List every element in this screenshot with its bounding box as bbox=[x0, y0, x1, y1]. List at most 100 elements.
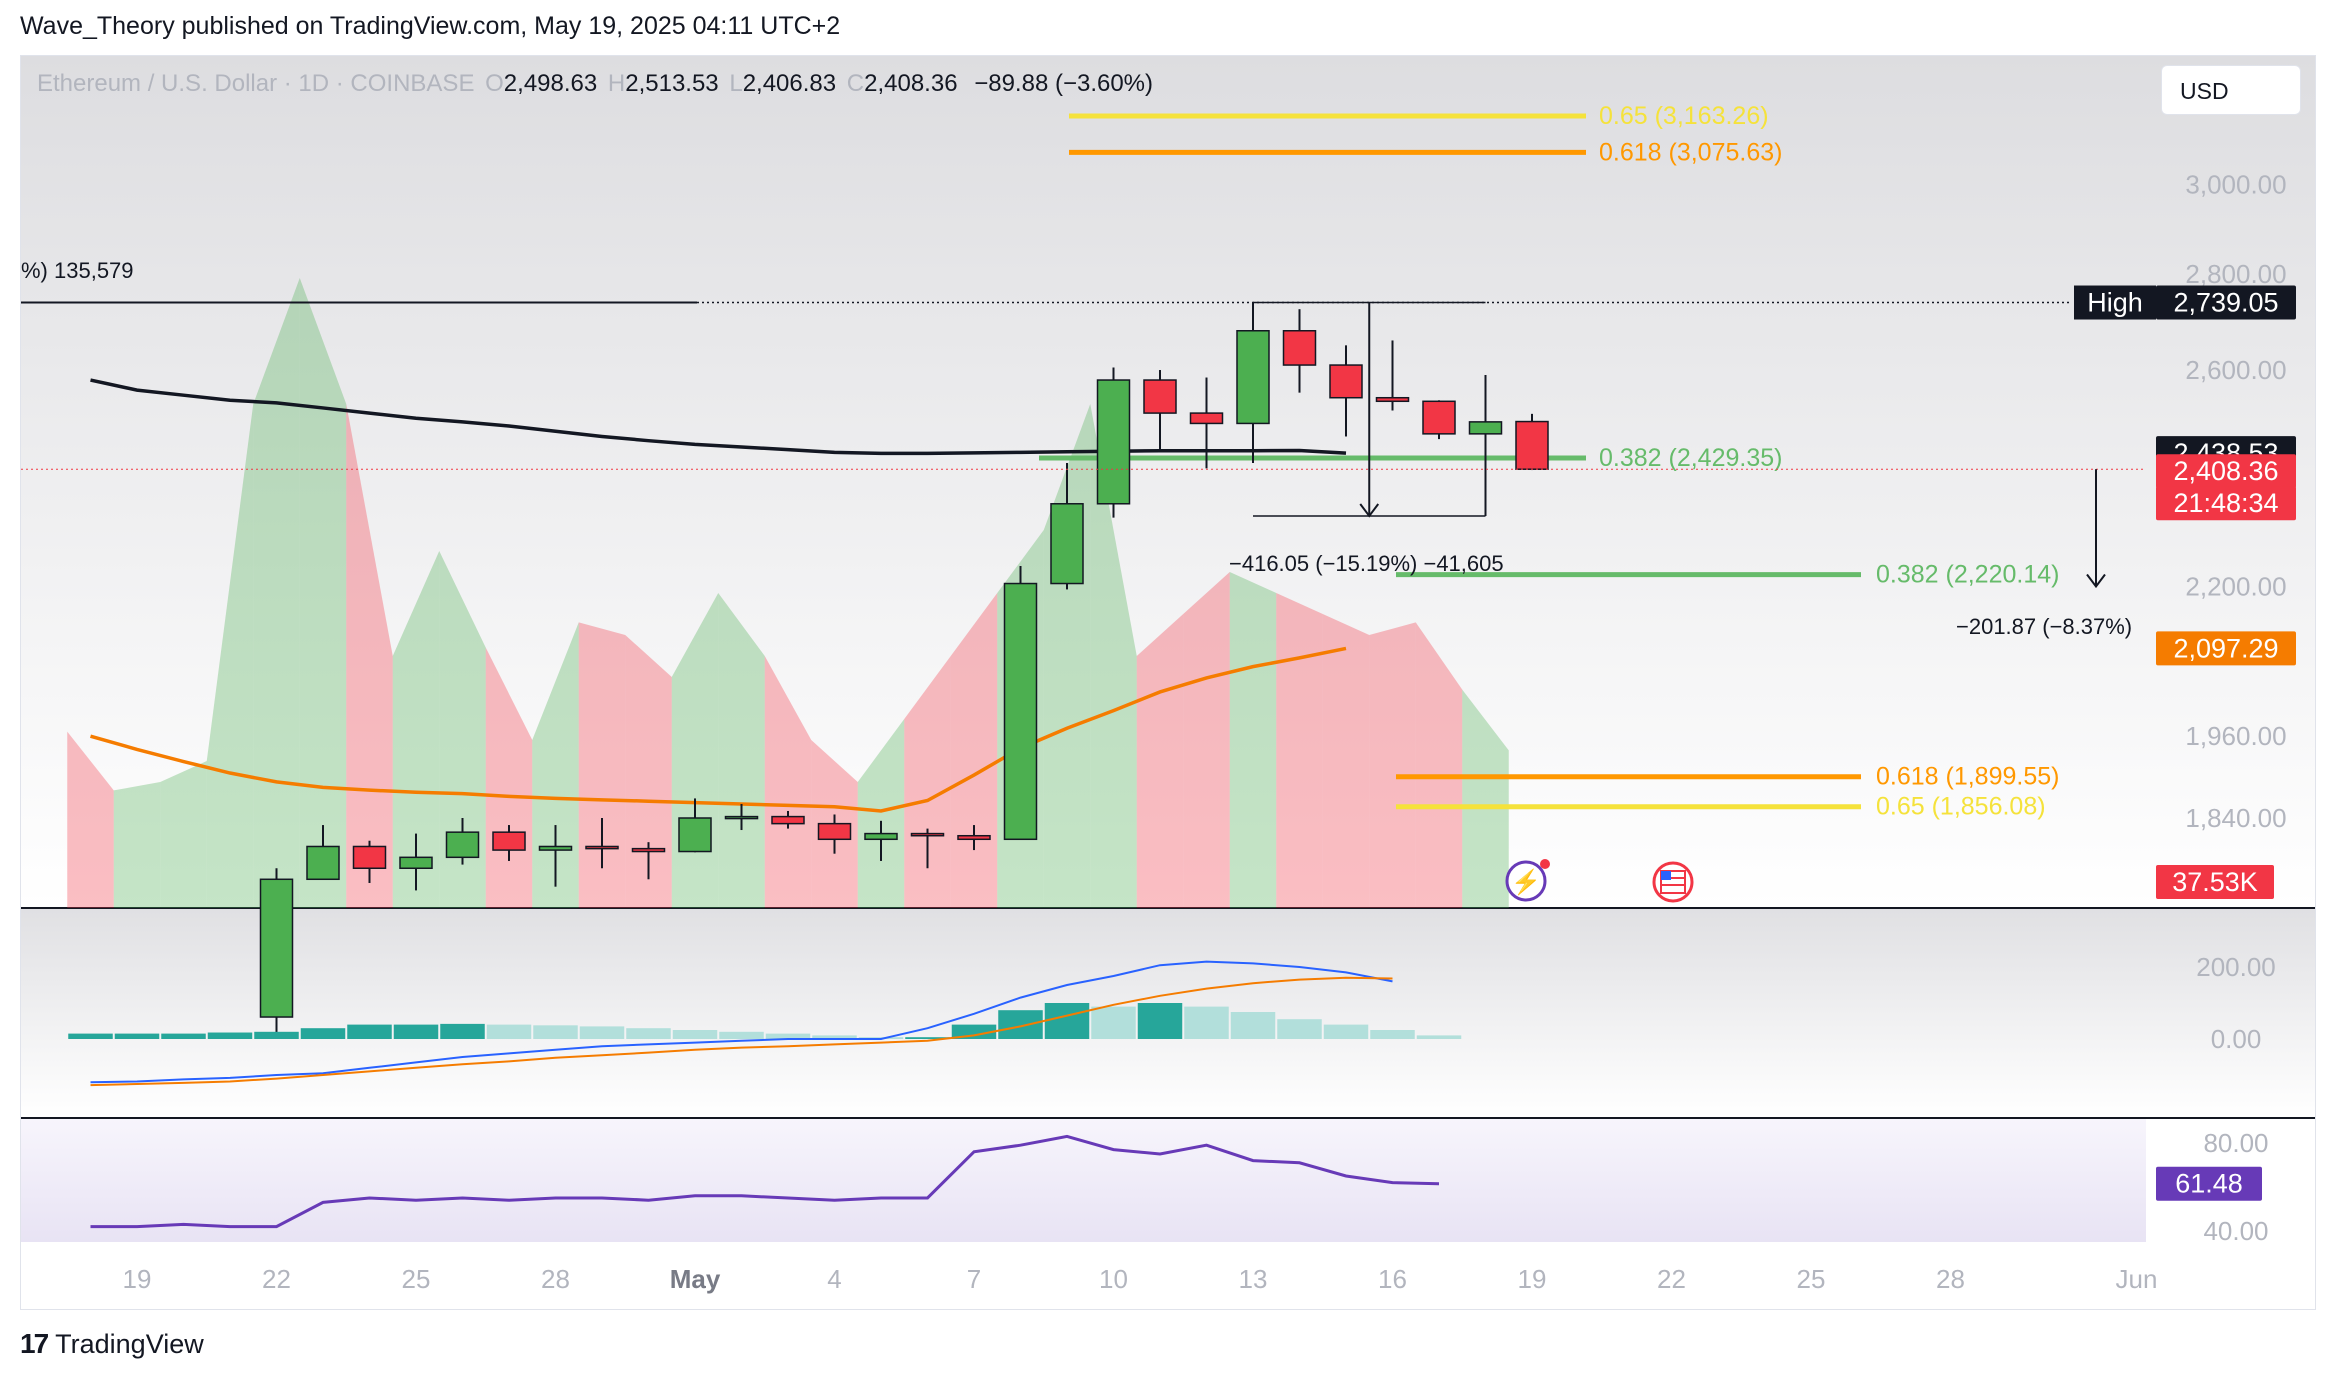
open-value: 2,498.63 bbox=[503, 70, 598, 97]
volume-area-segment bbox=[253, 278, 300, 908]
date-axis-tick: 7 bbox=[967, 1264, 981, 1294]
volume-area-segment bbox=[904, 656, 951, 908]
macd-histogram-bar bbox=[905, 1037, 950, 1039]
price-axis-tick: 2,200.00 bbox=[2185, 571, 2286, 601]
macd-histogram-bar bbox=[1230, 1012, 1276, 1039]
economic-event-flag-icon bbox=[1652, 861, 1694, 903]
volume-area-segment bbox=[1462, 689, 1509, 908]
fibonacci-level-label: 0.65 (1,856.08) bbox=[1876, 793, 2046, 821]
main-pane-background bbox=[21, 56, 2315, 908]
rsi-value-label-bg bbox=[2156, 1166, 2262, 1201]
rsi-axis-tick: 80.00 bbox=[2203, 1128, 2268, 1158]
chart-canvas[interactable]: 0.65 (3,163.26) 0.618 (3,075.63) 0.382 (2,… bbox=[21, 56, 2316, 1310]
candle-body bbox=[631, 847, 666, 853]
high-price-label: 2,739.05 bbox=[2173, 288, 2278, 318]
currency-button[interactable]: USD bbox=[2161, 65, 2301, 115]
macd-histogram-bar bbox=[1323, 1024, 1369, 1039]
volume-area-segment bbox=[439, 551, 486, 908]
macd-axis-tick: 200.00 bbox=[2196, 952, 2276, 982]
candle-body bbox=[352, 845, 387, 870]
candle-body bbox=[1143, 379, 1177, 414]
rsi-pane-background bbox=[21, 1119, 2146, 1242]
macd-histogram-bar bbox=[254, 1031, 299, 1039]
volume-area-segment bbox=[1136, 614, 1184, 908]
projection-arrow-head bbox=[2086, 573, 2106, 589]
close-value: 2,408.36 bbox=[864, 70, 958, 97]
fibonacci-level-label: 0.382 (2,220.14) bbox=[1876, 561, 2059, 589]
volume-price-label: 37.53K bbox=[2172, 867, 2258, 897]
date-axis-tick: Jun bbox=[2116, 1264, 2158, 1294]
ema-orange-line bbox=[90, 646, 1347, 813]
flag-canton bbox=[1661, 871, 1671, 880]
macd-histogram-bar bbox=[951, 1024, 997, 1039]
volume-area-segment bbox=[113, 782, 161, 908]
candle-body bbox=[1468, 421, 1503, 435]
volume-area-segment bbox=[1369, 622, 1416, 908]
macd-histogram-bar bbox=[486, 1024, 532, 1039]
fibonacci-level-label: 0.618 (3,075.63) bbox=[1599, 138, 1782, 166]
candle-body bbox=[259, 878, 294, 1018]
low-value: 2,406.83 bbox=[742, 70, 837, 97]
ema-price-label-bg bbox=[2156, 631, 2296, 666]
countdown-label: 21:48:34 bbox=[2173, 488, 2278, 518]
macd-histogram-bar bbox=[1416, 1035, 1462, 1039]
date-axis-tick: 19 bbox=[1518, 1264, 1547, 1294]
date-axis-tick: 19 bbox=[123, 1264, 152, 1294]
candle-body bbox=[910, 832, 945, 837]
volume-area-segment bbox=[1322, 614, 1370, 908]
volume-area-segment bbox=[718, 593, 765, 908]
macd-histogram-bar bbox=[68, 1033, 113, 1039]
ema-price-label: 2,097.29 bbox=[2173, 633, 2278, 663]
macd-histogram-bar bbox=[998, 1010, 1043, 1039]
macd-histogram-bar bbox=[533, 1025, 578, 1039]
volume-area-segment bbox=[1415, 622, 1463, 908]
high-price-label-bg bbox=[2156, 285, 2296, 320]
macd-histogram-bar bbox=[393, 1024, 439, 1039]
candle-body bbox=[1422, 400, 1456, 435]
price-axis-tick: 2,800.00 bbox=[2185, 259, 2286, 289]
candle-body bbox=[585, 845, 619, 850]
tradingview-logo-icon: 17 bbox=[20, 1328, 49, 1359]
measure-label: −416.05 (−15.19%) −41,605 bbox=[1229, 551, 1504, 576]
countdown-label-bg bbox=[2156, 486, 2296, 521]
date-axis-tick: 22 bbox=[1657, 1264, 1686, 1294]
high-tag-label: High bbox=[2087, 288, 2143, 318]
rsi-value-label: 61.48 bbox=[2175, 1169, 2243, 1199]
candle-body bbox=[538, 845, 573, 851]
macd-histogram-bar bbox=[719, 1031, 764, 1039]
low-label: L bbox=[729, 70, 743, 97]
macd-histogram-bar bbox=[207, 1032, 253, 1039]
chart-area[interactable]: 0.65 (3,163.26) 0.618 (3,075.63) 0.382 (2,… bbox=[20, 55, 2316, 1310]
candle-body bbox=[1236, 330, 1270, 425]
candle-body bbox=[1189, 412, 1224, 425]
volume-area-segment bbox=[346, 404, 393, 908]
candle-body bbox=[724, 815, 759, 820]
macd-histogram-bar bbox=[1184, 1006, 1229, 1039]
volume-area-segment bbox=[160, 761, 207, 908]
candle-body bbox=[864, 832, 898, 841]
macd-histogram-bar bbox=[1137, 1003, 1183, 1039]
change-value: −89.88 (−3.60%) bbox=[974, 70, 1154, 97]
volume-area-segment bbox=[206, 404, 254, 908]
volume-profile-label: %) 135,579 bbox=[21, 258, 134, 283]
symbol-ohlc-bar: Ethereum / U.S. Dollar · 1D · COINBASE O… bbox=[37, 70, 1153, 98]
footer-brand[interactable]: 17 TradingView bbox=[20, 1328, 204, 1360]
candle-body bbox=[306, 845, 340, 881]
high-label: H bbox=[607, 70, 626, 97]
volume-area-segment bbox=[857, 719, 905, 908]
sma-black-line bbox=[90, 378, 1347, 456]
macd-histogram-bar bbox=[1044, 1003, 1090, 1039]
candle-body bbox=[771, 815, 805, 825]
fibonacci-level-label: 0.618 (1,899.55) bbox=[1876, 763, 2059, 791]
high-tag-bg bbox=[2074, 285, 2156, 320]
date-axis-tick: 16 bbox=[1378, 1264, 1407, 1294]
volume-area-segment bbox=[764, 656, 812, 908]
date-axis-tick: 25 bbox=[402, 1264, 431, 1294]
date-axis-tick: 22 bbox=[262, 1264, 291, 1294]
macd-histogram-bar bbox=[114, 1033, 160, 1039]
macd-histogram-bar bbox=[579, 1026, 625, 1039]
fibonacci-level-label: 0.65 (3,163.26) bbox=[1599, 102, 1769, 130]
macd-histogram-bar bbox=[300, 1028, 346, 1039]
symbol-name[interactable]: Ethereum / U.S. Dollar · 1D · COINBASE bbox=[37, 70, 475, 97]
close-label: C bbox=[846, 70, 865, 97]
